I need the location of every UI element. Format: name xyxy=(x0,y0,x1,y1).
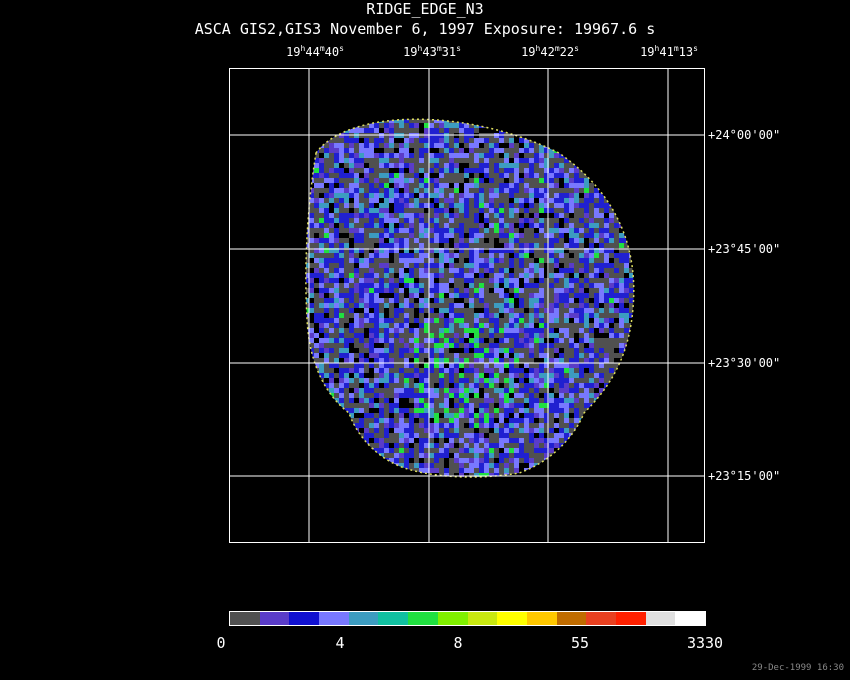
colorbar-swatch xyxy=(586,612,616,625)
colorbar-label-3: 8 xyxy=(453,634,463,652)
ra-label-3: 19h42m22s xyxy=(521,44,579,59)
dec-label-4: +23°15'00" xyxy=(708,469,781,483)
image-title: RIDGE_EDGE_N3 xyxy=(366,0,484,18)
colorbar-swatch xyxy=(615,612,646,625)
colorbar-swatch xyxy=(289,612,320,625)
colorbar-swatch xyxy=(675,612,705,625)
colorbar-swatch xyxy=(408,612,438,625)
dec-label-2: +23°45'00" xyxy=(708,242,781,256)
ra-label-1: 19h44m40s xyxy=(286,44,344,59)
colorbar-swatch xyxy=(437,612,468,625)
colorbar-label-max: 3330 xyxy=(686,634,724,652)
colorbar-swatch xyxy=(348,612,379,625)
colorbar-swatch xyxy=(259,612,290,625)
colorbar-swatch xyxy=(556,612,587,625)
colorbar-label-min: 0 xyxy=(216,634,226,652)
image-subtitle: ASCA GIS2,GIS3 November 6, 1997 Exposure… xyxy=(194,20,656,38)
xray-image xyxy=(229,68,705,543)
ra-label-4: 19h41m13s xyxy=(640,44,698,59)
colorbar-swatch xyxy=(319,612,349,625)
dec-label-1: +24°00'00" xyxy=(708,128,781,142)
dec-label-3: +23°30'00" xyxy=(708,356,781,370)
colorbar-label-4: 55 xyxy=(570,634,590,652)
image-frame xyxy=(229,68,705,543)
colorbar-swatch xyxy=(526,612,557,625)
colorbar-label-2: 4 xyxy=(335,634,345,652)
coordinate-grid xyxy=(229,68,705,543)
ra-label-2: 19h43m31s xyxy=(403,44,461,59)
colorbar-swatch xyxy=(230,612,260,625)
timestamp: 29-Dec-1999 16:30 xyxy=(751,663,844,673)
colorbar-swatch xyxy=(467,612,498,625)
colorbar-swatch xyxy=(497,612,527,625)
colorbar-swatch xyxy=(378,612,409,625)
colorbar-swatch xyxy=(645,612,676,625)
colorbar xyxy=(229,611,706,626)
